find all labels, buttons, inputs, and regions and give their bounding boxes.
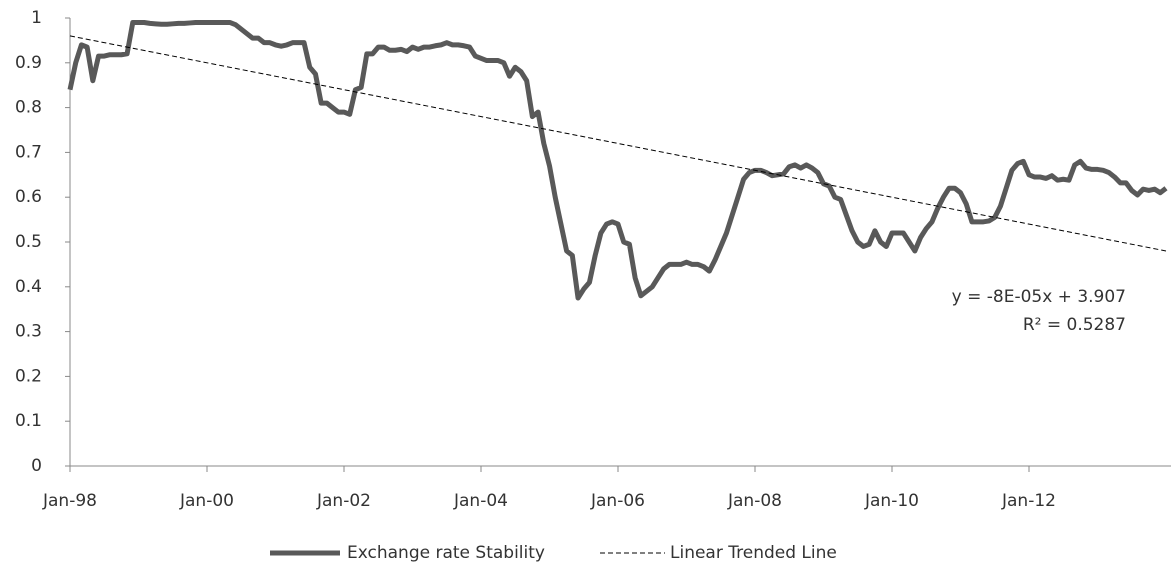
y-tick-label: 0 — [31, 456, 42, 476]
y-tick-label: 0.3 — [15, 322, 42, 342]
legend-label: Exchange rate Stability — [347, 543, 545, 563]
x-tick-label: Jan-10 — [864, 491, 919, 511]
y-tick-label: 0.9 — [15, 53, 42, 73]
trendline-equation: R² = 0.5287 — [1023, 315, 1126, 335]
y-tick-label: 0.2 — [15, 366, 42, 386]
x-tick-label: Jan-04 — [453, 491, 508, 511]
y-tick-label: 0.8 — [15, 98, 42, 118]
y-tick-label: 0.5 — [15, 232, 42, 252]
y-tick-label: 1 — [31, 8, 42, 28]
y-tick-label: 0.7 — [15, 142, 42, 162]
trendline-equation: y = -8E-05x + 3.907 — [952, 287, 1126, 307]
x-tick-label: Jan-12 — [1001, 491, 1056, 511]
series-line — [67, 19, 1168, 301]
y-tick-label: 0.4 — [15, 277, 42, 297]
x-tick-label: Jan-06 — [590, 491, 645, 511]
x-tick-label: Jan-02 — [316, 491, 371, 511]
legend-label: Linear Trended Line — [670, 543, 837, 563]
y-tick-label: 0.6 — [15, 187, 42, 207]
x-tick-label: Jan-08 — [727, 491, 782, 511]
x-tick-label: Jan-00 — [179, 491, 234, 511]
y-tick-label: 0.1 — [15, 411, 42, 431]
x-tick-label: Jan-98 — [42, 491, 97, 511]
series-line — [69, 35, 1167, 252]
